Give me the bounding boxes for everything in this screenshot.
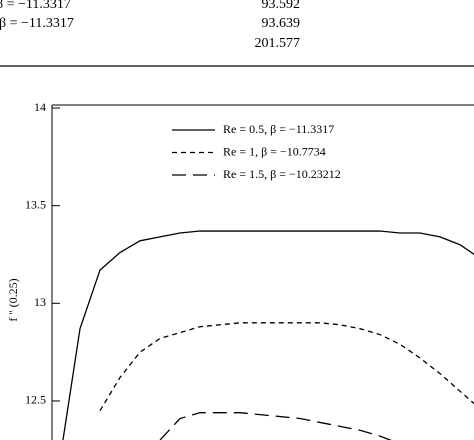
- y-tick-label: 14: [34, 100, 46, 114]
- table-label: β = −11.3317: [0, 0, 71, 12]
- legend-label: Re = 1.5, β = −10.23212: [223, 167, 341, 181]
- table-value: 201.577: [255, 36, 301, 51]
- table-value: 93.592: [262, 0, 301, 12]
- y-tick-label: 12.5: [25, 393, 46, 407]
- data-line: [62, 230, 474, 440]
- y-tick-label: 13: [34, 295, 46, 309]
- legend-label: Re = 1, β = −10.7734: [223, 144, 326, 158]
- data-line: [99, 322, 474, 412]
- table-value: 93.639: [262, 16, 301, 31]
- y-axis-label: f '' (0.25): [6, 278, 20, 321]
- table-label: β = −11.3317: [0, 16, 74, 31]
- legend-label: Re = 0.5, β = −11.3317: [223, 122, 334, 136]
- y-tick-label: 13.5: [25, 197, 46, 211]
- data-line: [159, 412, 392, 440]
- plot-area: [62, 230, 474, 440]
